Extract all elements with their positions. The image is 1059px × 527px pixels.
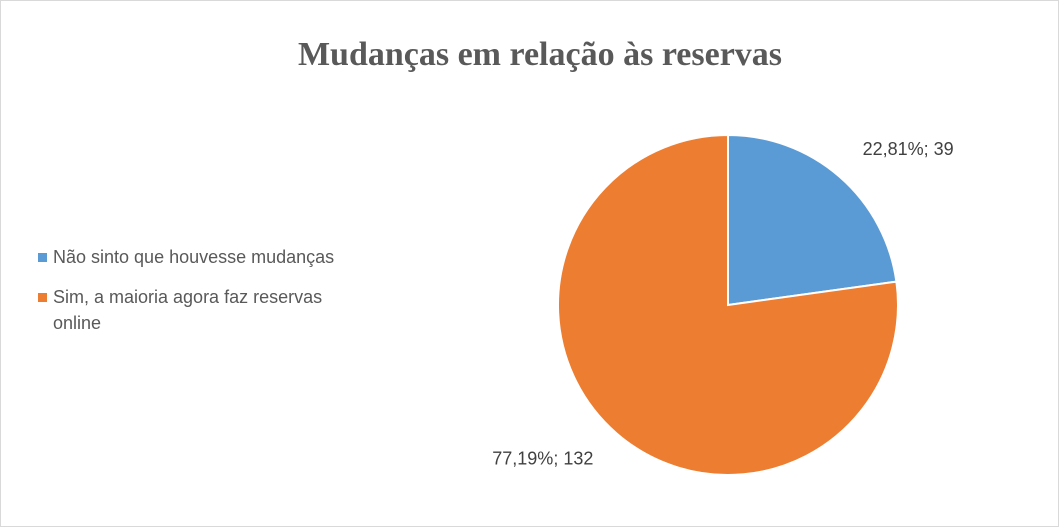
legend-label: Não sinto que houvesse mudanças [53, 247, 335, 267]
legend-swatch [38, 253, 47, 262]
legend: Não sinto que houvesse mudanças Sim, a ma… [38, 244, 368, 350]
legend-label: Sim, a maioria agora faz reservas online [53, 287, 323, 333]
chart-title: Mudanças em relação às reservas [298, 36, 782, 73]
pie-slice [557, 133, 899, 476]
pie-slice [727, 133, 898, 307]
data-label: 77,19%; 132 [492, 448, 593, 468]
legend-swatch [38, 293, 47, 302]
legend-item: Não sinto que houvesse mudanças [38, 244, 368, 270]
legend-item: Sim, a maioria agora faz reservas online [38, 284, 368, 336]
data-label: 22,81%; 39 [863, 139, 954, 159]
